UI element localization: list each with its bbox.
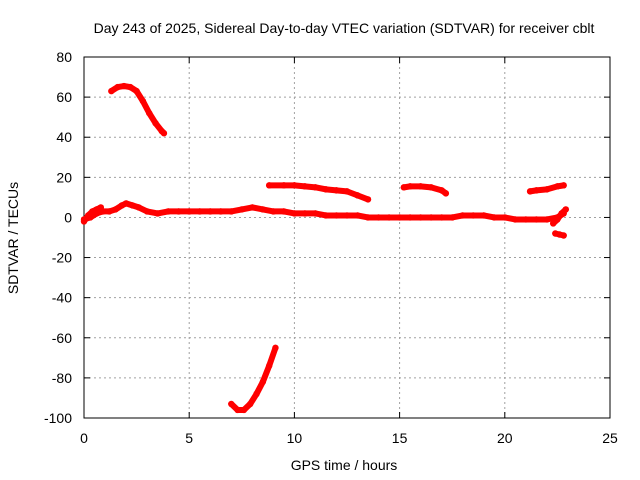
y-tick-label: -100 (44, 410, 72, 426)
series-arc-low (228, 344, 279, 414)
data-point (160, 130, 168, 137)
data-point (562, 206, 570, 213)
y-tick-labels: -100 -80 -60 -40 -20 0 20 40 60 80 (44, 49, 72, 426)
chart-title: Day 243 of 2025, Sidereal Day-to-day VTE… (94, 20, 595, 36)
y-tick-label: 40 (56, 129, 72, 145)
series-arc-main (80, 200, 567, 223)
x-tick-label: 20 (497, 430, 513, 446)
data-point (560, 232, 567, 239)
series-arc-early-spike (80, 204, 105, 225)
series-layer (80, 82, 570, 414)
series-arc-15 (265, 182, 372, 203)
x-tick-label: 25 (602, 430, 618, 446)
plot-frame (83, 56, 611, 419)
data-point (97, 204, 105, 211)
data-point (560, 182, 567, 189)
x-tick-label: 15 (392, 430, 408, 446)
y-tick-label: -80 (52, 370, 72, 386)
series-arc-right-high (526, 182, 567, 195)
y-tick-label: 60 (56, 89, 72, 105)
y-tick-label: 0 (64, 209, 72, 225)
x-tick-label: 0 (80, 430, 88, 446)
x-tick-label: 10 (287, 430, 303, 446)
series-arc-right-low (552, 230, 567, 239)
grid (84, 57, 610, 418)
data-point (272, 344, 279, 352)
x-tick-label: 5 (185, 430, 193, 446)
y-axis-title: SDTVAR / TECUs (5, 182, 21, 294)
x-tick-labels: 0 5 10 15 20 25 (80, 430, 618, 446)
axis-ticks (83, 56, 611, 419)
y-tick-label: -60 (52, 330, 72, 346)
y-tick-label: -40 (52, 290, 72, 306)
x-axis-title: GPS time / hours (291, 457, 398, 473)
series-arc-high (108, 82, 168, 137)
y-tick-label: -20 (52, 250, 72, 266)
series-arc-15b (400, 183, 450, 197)
data-point (364, 196, 372, 203)
data-point (442, 190, 450, 197)
series-arc-right-tail (549, 206, 570, 227)
y-tick-label: 20 (56, 169, 72, 185)
y-tick-label: 80 (56, 49, 72, 65)
